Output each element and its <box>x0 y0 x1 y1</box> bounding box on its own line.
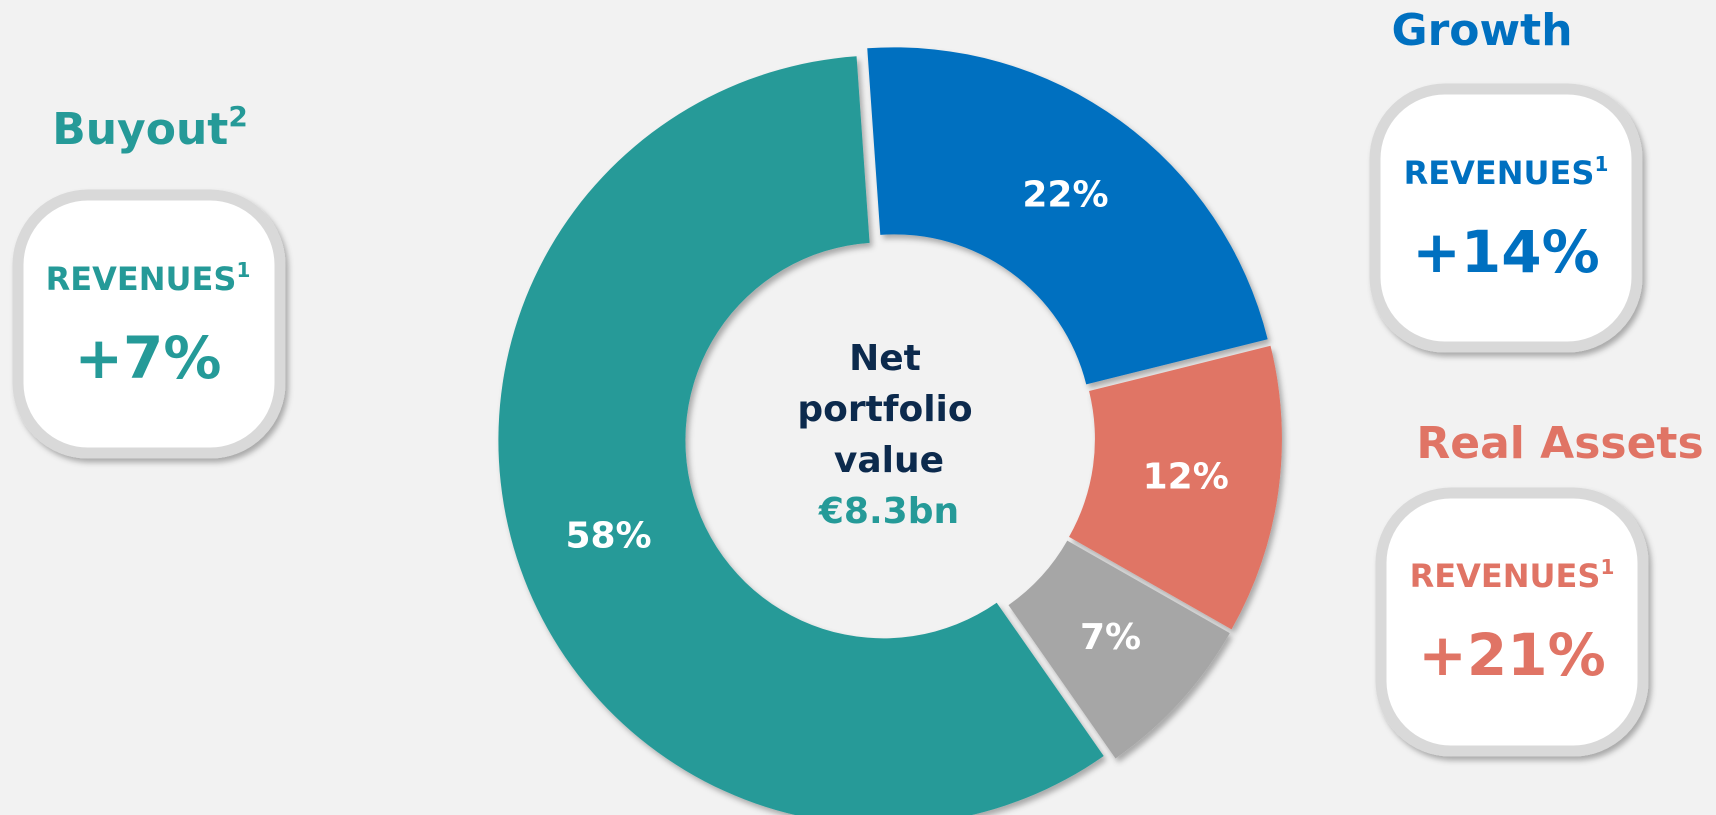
donut-segment <box>867 47 1268 385</box>
panel-value: +14% <box>1412 218 1599 286</box>
data-label: 22% <box>1022 175 1108 216</box>
panel-value: +7% <box>74 324 221 392</box>
label-text: REVENUES <box>1410 557 1601 595</box>
label-sup: 1 <box>1600 555 1614 579</box>
label-text: REVENUES <box>1404 154 1595 192</box>
panel-box <box>1375 487 1649 757</box>
label-sup: 1 <box>236 258 250 282</box>
panel-box <box>1369 83 1643 353</box>
center-line: value <box>834 440 944 481</box>
label-sup: 1 <box>1594 152 1608 176</box>
panel-label: REVENUES1 <box>1404 152 1609 193</box>
data-label: 58% <box>565 515 651 556</box>
panel-title: Real Assets <box>1416 418 1703 469</box>
donut-segment <box>1069 345 1282 630</box>
center-line: portfolio <box>797 389 972 430</box>
panel-label: REVENUES1 <box>1410 555 1615 596</box>
label-text: REVENUES <box>46 260 237 298</box>
data-label: 7% <box>1080 617 1141 658</box>
center-line: Net <box>849 338 921 379</box>
title-text: Buyout <box>52 104 228 155</box>
donut: 22% 12% 7% 58% <box>498 47 1282 815</box>
title-sup: 2 <box>228 100 247 133</box>
panel-title: Buyout2 <box>52 100 248 155</box>
donut-segment <box>1008 540 1230 759</box>
panel-box <box>12 189 286 459</box>
panel-title: Growth <box>1391 5 1572 56</box>
panel-value: +21% <box>1418 621 1605 689</box>
panel-label: REVENUES1 <box>46 258 251 299</box>
center-text: Net portfolio value €8.3bn <box>797 338 972 532</box>
data-label: 12% <box>1143 457 1229 498</box>
donut-segment <box>498 56 1104 815</box>
center-value: €8.3bn <box>818 491 959 532</box>
